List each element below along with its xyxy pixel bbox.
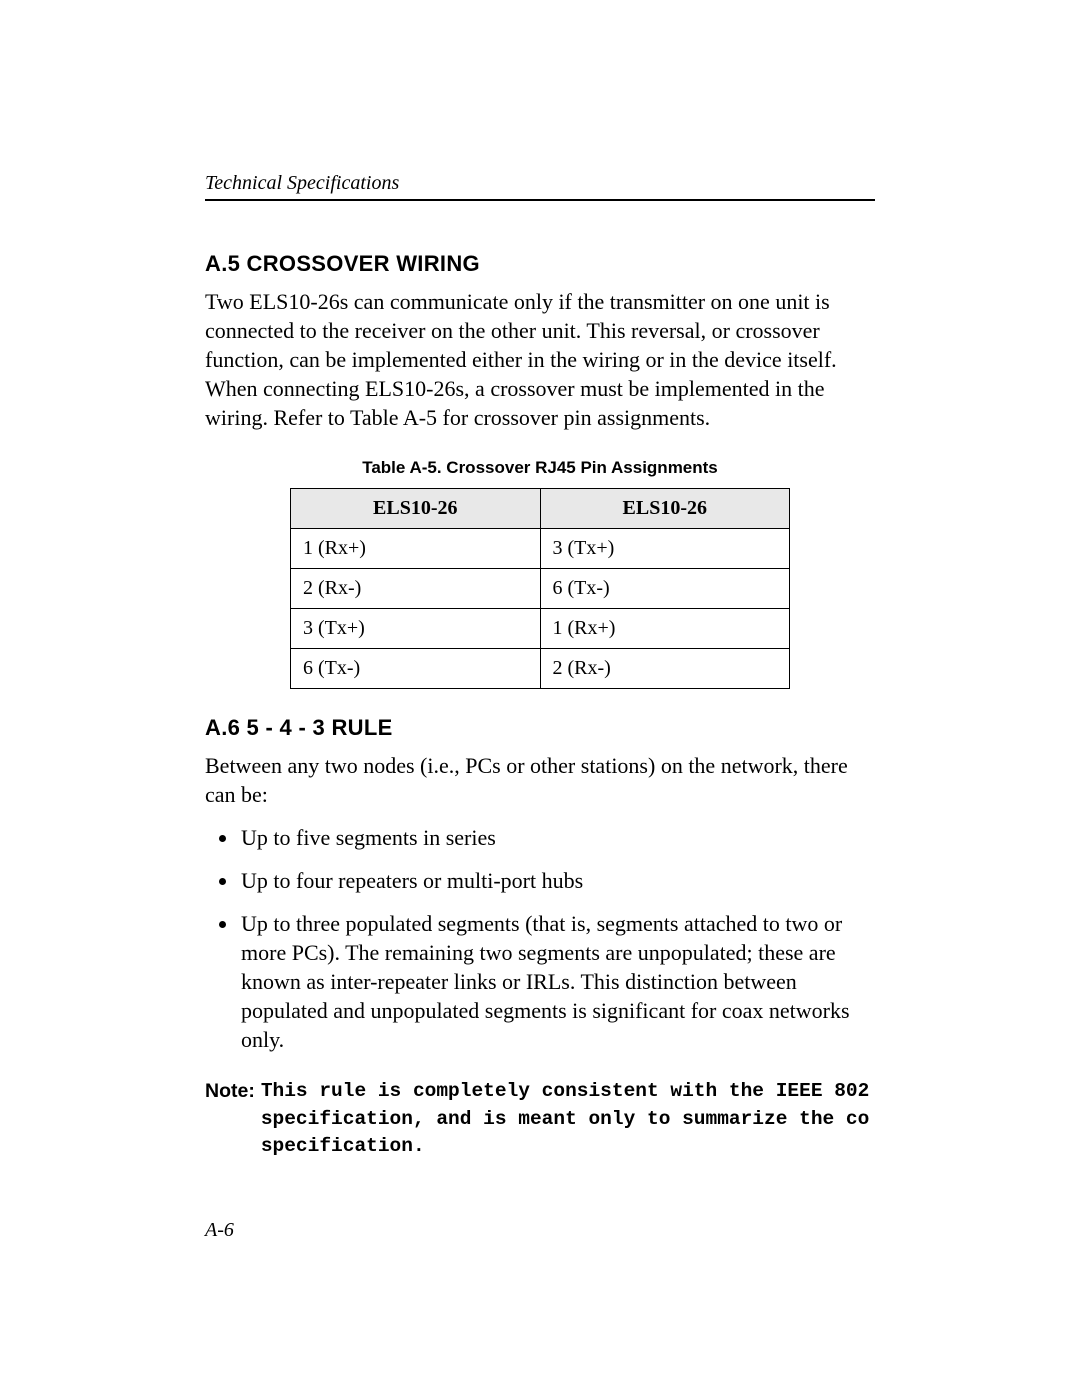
note-line: This rule is completely consistent with … (261, 1078, 870, 1105)
table-row: 2 (Rx-) 6 (Tx-) (291, 569, 790, 609)
section-a6-heading: A.6 5 - 4 - 3 RULE (205, 715, 875, 741)
note-line: specification, and is meant only to summ… (261, 1106, 870, 1133)
table-cell: 6 (Tx-) (540, 569, 790, 609)
section-a6-intro: Between any two nodes (i.e., PCs or othe… (205, 751, 875, 809)
list-item: Up to three populated segments (that is,… (239, 909, 875, 1054)
table-cell: 3 (Tx+) (291, 609, 541, 649)
note-line: specification. (261, 1133, 870, 1160)
table-row: 6 (Tx-) 2 (Rx-) (291, 649, 790, 689)
note-text: This rule is completely consistent with … (261, 1078, 870, 1160)
pin-assignment-table: ELS10-26 ELS10-26 1 (Rx+) 3 (Tx+) 2 (Rx-… (290, 488, 790, 689)
table-caption: Table A-5. Crossover RJ45 Pin Assignment… (205, 458, 875, 478)
header-rule (205, 199, 875, 201)
table-row: 1 (Rx+) 3 (Tx+) (291, 529, 790, 569)
list-item: Up to four repeaters or multi-port hubs (239, 866, 875, 895)
table-row: 3 (Tx+) 1 (Rx+) (291, 609, 790, 649)
document-page: Technical Specifications A.5 CROSSOVER W… (0, 0, 1080, 1397)
note-label: Note: (205, 1078, 255, 1160)
running-head: Technical Specifications (205, 172, 875, 195)
table-cell: 6 (Tx-) (291, 649, 541, 689)
table-header-row: ELS10-26 ELS10-26 (291, 489, 790, 529)
table-cell: 1 (Rx+) (540, 609, 790, 649)
table-cell: 3 (Tx+) (540, 529, 790, 569)
rule-list: Up to five segments in series Up to four… (205, 823, 875, 1054)
list-item: Up to five segments in series (239, 823, 875, 852)
table-header-cell: ELS10-26 (291, 489, 541, 529)
table-cell: 1 (Rx+) (291, 529, 541, 569)
table-cell: 2 (Rx-) (291, 569, 541, 609)
table-header-cell: ELS10-26 (540, 489, 790, 529)
page-number: A-6 (205, 1219, 234, 1242)
section-a5-paragraph: Two ELS10-26s can communicate only if th… (205, 287, 875, 432)
section-a5-heading: A.5 CROSSOVER WIRING (205, 251, 875, 277)
note-block: Note: This rule is completely consistent… (205, 1078, 875, 1160)
table-cell: 2 (Rx-) (540, 649, 790, 689)
